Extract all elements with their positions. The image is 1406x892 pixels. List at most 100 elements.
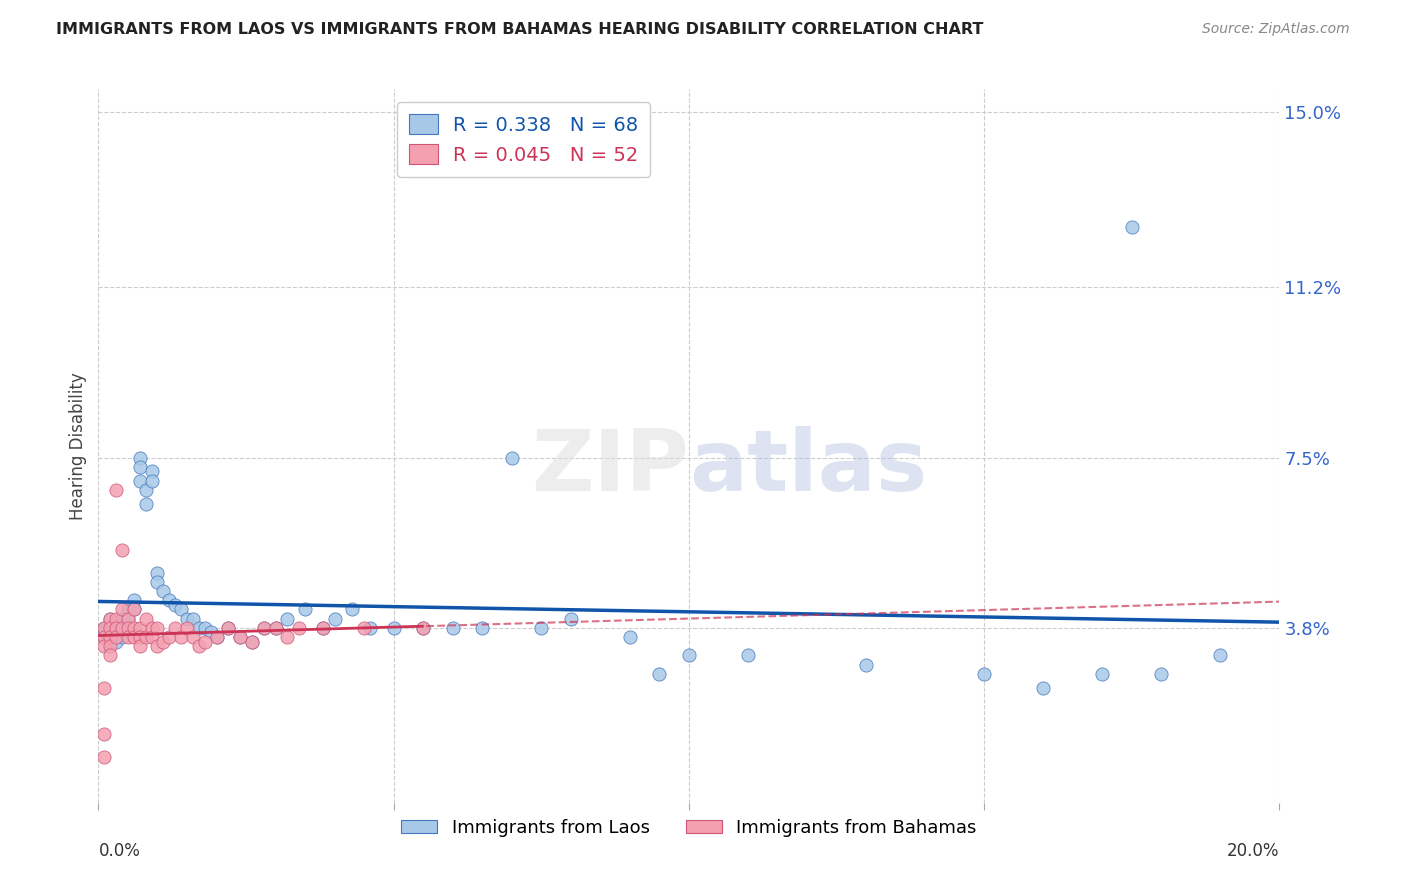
Point xyxy=(93,640,115,654)
Point xyxy=(1150,666,1173,681)
Point xyxy=(152,584,174,599)
Text: atlas: atlas xyxy=(689,425,927,509)
Point xyxy=(152,634,174,648)
Point xyxy=(93,621,115,635)
Point xyxy=(181,612,204,626)
Point xyxy=(98,630,121,644)
Point xyxy=(264,621,287,635)
Point xyxy=(217,621,239,635)
Point xyxy=(141,621,163,635)
Point xyxy=(128,474,150,488)
Point xyxy=(98,630,121,644)
Point xyxy=(187,640,209,654)
Point xyxy=(217,621,239,635)
Point xyxy=(253,621,276,635)
Point xyxy=(648,666,671,681)
Point xyxy=(501,450,523,465)
Point xyxy=(855,657,877,672)
Point xyxy=(128,640,150,654)
Point xyxy=(111,612,134,626)
Point xyxy=(353,621,375,635)
Point xyxy=(312,621,335,635)
Point xyxy=(98,640,121,654)
Point xyxy=(128,450,150,465)
Point xyxy=(122,602,145,616)
Text: 20.0%: 20.0% xyxy=(1227,842,1279,860)
Point xyxy=(98,621,121,635)
Point xyxy=(973,666,995,681)
Point xyxy=(98,648,121,663)
Point xyxy=(135,497,157,511)
Point xyxy=(240,634,263,648)
Point xyxy=(187,621,209,635)
Point xyxy=(1121,220,1143,235)
Point xyxy=(117,602,139,616)
Point xyxy=(229,630,252,644)
Point xyxy=(176,621,198,635)
Point xyxy=(170,602,193,616)
Point xyxy=(105,634,128,648)
Point xyxy=(111,602,134,616)
Point xyxy=(194,621,217,635)
Point xyxy=(105,483,128,497)
Point xyxy=(128,621,150,635)
Point xyxy=(441,621,464,635)
Point xyxy=(117,621,139,635)
Point xyxy=(1209,648,1232,663)
Point xyxy=(412,621,434,635)
Point xyxy=(323,612,346,626)
Point xyxy=(111,621,134,635)
Point xyxy=(122,621,145,635)
Point xyxy=(165,598,187,612)
Point xyxy=(530,621,553,635)
Point xyxy=(93,727,115,741)
Point xyxy=(122,602,145,616)
Point xyxy=(93,749,115,764)
Point xyxy=(294,602,316,616)
Point xyxy=(105,621,128,635)
Point xyxy=(382,621,405,635)
Point xyxy=(98,612,121,626)
Point xyxy=(141,474,163,488)
Point xyxy=(157,593,180,607)
Point xyxy=(98,621,121,635)
Point xyxy=(619,630,641,644)
Point xyxy=(122,593,145,607)
Point xyxy=(146,640,169,654)
Point xyxy=(253,621,276,635)
Point xyxy=(98,634,121,648)
Point xyxy=(181,630,204,644)
Point xyxy=(135,483,157,497)
Point xyxy=(122,630,145,644)
Point xyxy=(342,602,364,616)
Point xyxy=(128,630,150,644)
Point xyxy=(264,621,287,635)
Point xyxy=(117,612,139,626)
Point xyxy=(111,542,134,557)
Point xyxy=(117,612,139,626)
Point xyxy=(105,616,128,631)
Point xyxy=(93,621,115,635)
Point xyxy=(288,621,311,635)
Point xyxy=(205,630,228,644)
Point xyxy=(312,621,335,635)
Point xyxy=(205,630,228,644)
Legend: Immigrants from Laos, Immigrants from Bahamas: Immigrants from Laos, Immigrants from Ba… xyxy=(394,812,984,844)
Text: 0.0%: 0.0% xyxy=(98,842,141,860)
Point xyxy=(276,630,298,644)
Point xyxy=(240,634,263,648)
Point xyxy=(146,566,169,580)
Point xyxy=(105,612,128,626)
Point xyxy=(194,634,217,648)
Point xyxy=(146,621,169,635)
Point xyxy=(105,630,128,644)
Point xyxy=(176,612,198,626)
Point xyxy=(135,630,157,644)
Text: ZIP: ZIP xyxy=(531,425,689,509)
Point xyxy=(141,630,163,644)
Point xyxy=(200,625,222,640)
Point xyxy=(165,621,187,635)
Point xyxy=(1091,666,1114,681)
Point xyxy=(157,630,180,644)
Text: Source: ZipAtlas.com: Source: ZipAtlas.com xyxy=(1202,22,1350,37)
